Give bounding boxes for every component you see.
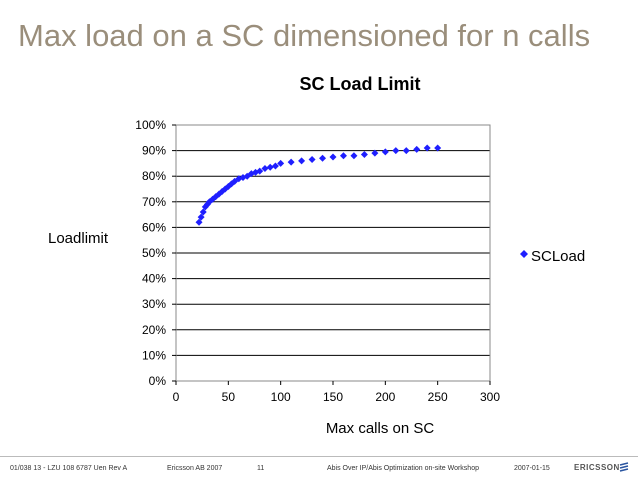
data-point: [434, 144, 442, 152]
x-tick-label: 50: [222, 390, 236, 404]
y-tick-label: 30%: [142, 297, 166, 311]
y-axis-ticks: 0% 10% 20% 30% 40% 50% 60% 70% 80% 90% 100%: [135, 118, 176, 388]
x-tick-label: 150: [323, 390, 343, 404]
data-point: [319, 154, 327, 162]
data-point: [261, 165, 269, 173]
x-tick-label: 0: [173, 390, 180, 404]
data-point: [277, 159, 285, 167]
y-tick-label: 100%: [135, 118, 166, 132]
x-axis-label: Max calls on SC: [326, 420, 435, 437]
ericsson-logo-text: ERICSSON: [574, 463, 620, 472]
ericsson-logo-icon: [619, 462, 629, 472]
footer-page-number: 11: [257, 465, 265, 472]
x-tick-label: 200: [375, 390, 395, 404]
footer-date: 2007-01-15: [514, 465, 550, 472]
x-tick-label: 100: [271, 390, 291, 404]
data-point: [256, 167, 264, 175]
footer-company: Ericsson AB 2007: [167, 465, 223, 472]
y-tick-label: 70%: [142, 195, 166, 209]
x-tick-label: 250: [428, 390, 448, 404]
data-point: [339, 152, 347, 160]
y-tick-label: 40%: [142, 272, 166, 286]
series-points: [195, 144, 442, 226]
data-point: [308, 156, 316, 164]
y-tick-label: 0%: [149, 374, 167, 388]
footer-doc-id: 01/038 13 - LZU 108 6787 Uen Rev A: [10, 465, 128, 472]
x-axis-ticks: 0 50 100 150 200 250 300: [173, 381, 500, 404]
data-point: [402, 147, 410, 155]
data-point: [360, 150, 368, 158]
data-point: [199, 208, 207, 216]
data-point: [298, 157, 306, 165]
y-axis-label: Loadlimit: [48, 230, 109, 247]
y-tick-label: 50%: [142, 246, 166, 260]
data-point: [392, 147, 400, 155]
legend-marker-diamond-icon: [520, 250, 528, 258]
data-point: [287, 158, 295, 166]
data-point: [271, 162, 279, 170]
chart-title: SC Load Limit: [300, 74, 421, 94]
data-point: [423, 144, 431, 152]
data-point: [329, 153, 337, 161]
data-point: [266, 163, 274, 171]
y-tick-label: 20%: [142, 323, 166, 337]
y-tick-label: 90%: [142, 144, 166, 158]
data-point: [195, 218, 203, 226]
data-point: [381, 148, 389, 156]
y-tick-label: 80%: [142, 169, 166, 183]
data-point: [413, 145, 421, 153]
data-point: [371, 149, 379, 157]
legend-label: SCLoad: [531, 248, 585, 265]
data-point: [350, 152, 358, 160]
y-tick-label: 10%: [142, 348, 166, 362]
y-tick-label: 60%: [142, 220, 166, 234]
legend: SCLoad: [520, 248, 585, 265]
slide-title: Max load on a SC dimensioned for n calls: [18, 18, 591, 53]
footer: 01/038 13 - LZU 108 6787 Uen Rev A Erics…: [0, 456, 638, 479]
chart: SC Load Limit 0% 10% 20% 30% 40% 50% 60% 70% 80%…: [48, 74, 585, 437]
data-point: [197, 213, 205, 221]
x-tick-label: 300: [480, 390, 500, 404]
footer-workshop: Abis Over IP/Abis Optimization on-site W…: [327, 465, 479, 472]
